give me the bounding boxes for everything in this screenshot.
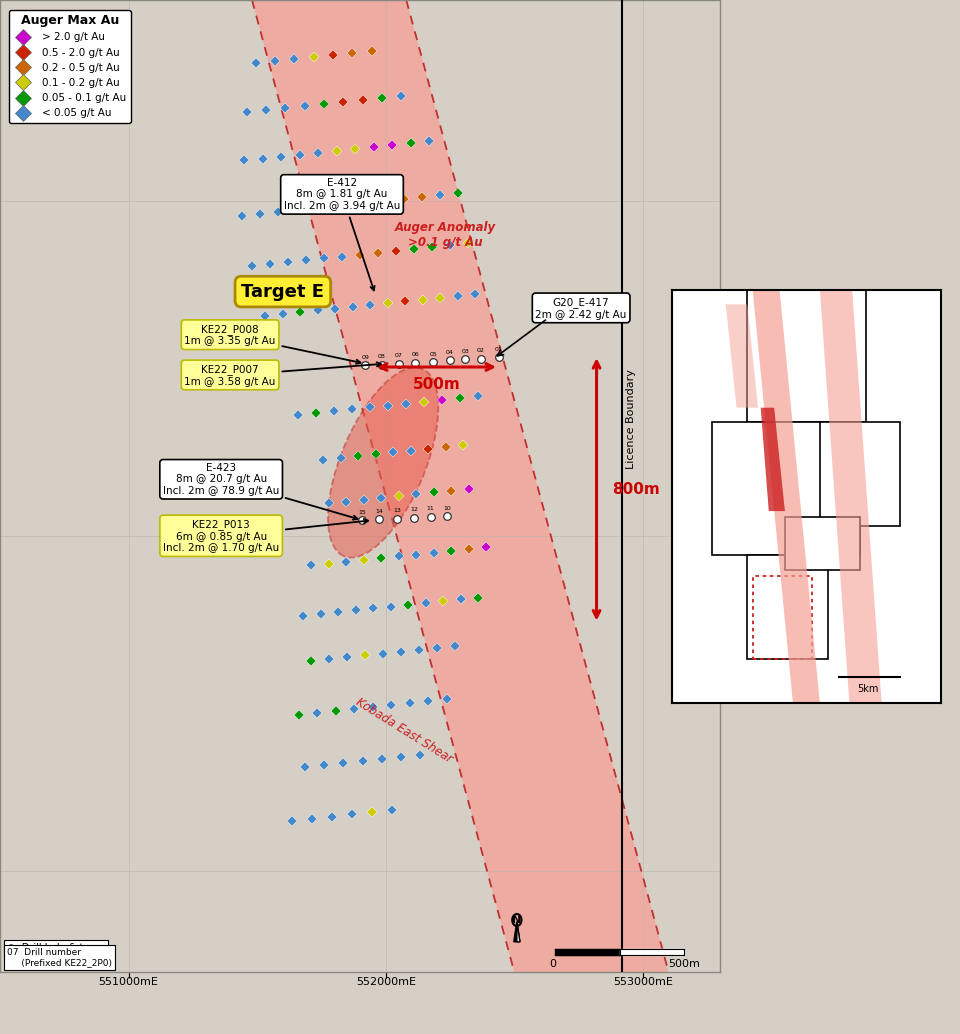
Text: 06: 06 <box>412 353 420 358</box>
Text: 13: 13 <box>394 509 401 514</box>
Text: E-412
8m @ 1.81 g/t Au
Incl. 2m @ 3.94 g/t Au: E-412 8m @ 1.81 g/t Au Incl. 2m @ 3.94 g… <box>284 178 400 291</box>
Text: 800m: 800m <box>612 482 660 496</box>
Text: ○  Drill hole & trace: ○ Drill hole & trace <box>8 943 105 952</box>
Text: 12: 12 <box>410 508 418 513</box>
Text: 10: 10 <box>444 506 451 511</box>
Text: 552000mE: 552000mE <box>356 977 416 987</box>
Text: 11: 11 <box>427 507 435 512</box>
Text: 0: 0 <box>549 959 557 969</box>
Polygon shape <box>726 304 758 407</box>
Polygon shape <box>820 290 881 703</box>
Text: 05: 05 <box>429 352 437 357</box>
Bar <box>747 555 828 659</box>
Polygon shape <box>514 921 520 942</box>
Text: Target E: Target E <box>241 282 324 301</box>
Text: 07  Drill number
     (Prefixed KE22_2P0): 07 Drill number (Prefixed KE22_2P0) <box>8 948 112 967</box>
Text: 5km: 5km <box>857 685 879 694</box>
Text: 553000mE: 553000mE <box>612 977 673 987</box>
Text: N: N <box>513 915 521 925</box>
Text: 500m: 500m <box>413 377 461 392</box>
Text: KE22_P007
1m @ 3.58 g/t Au: KE22_P007 1m @ 3.58 g/t Au <box>184 362 381 387</box>
Text: 08: 08 <box>378 355 386 359</box>
Text: 04: 04 <box>446 349 454 355</box>
Legend: > 2.0 g/t Au, 0.5 - 2.0 g/t Au, 0.2 - 0.5 g/t Au, 0.1 - 0.2 g/t Au, 0.05 - 0.1 g: > 2.0 g/t Au, 0.5 - 2.0 g/t Au, 0.2 - 0.… <box>9 10 131 123</box>
Bar <box>712 423 860 555</box>
Text: 02: 02 <box>477 348 485 354</box>
Text: Kobada East Shear: Kobada East Shear <box>353 696 454 765</box>
Text: 15: 15 <box>358 510 366 515</box>
Text: Licence Boundary: Licence Boundary <box>626 369 636 468</box>
Bar <box>820 423 900 526</box>
Text: KE22_P013
6m @ 0.85 g/t Au
Incl. 2m @ 1.70 g/t Au: KE22_P013 6m @ 0.85 g/t Au Incl. 2m @ 1.… <box>163 519 368 553</box>
Text: 09: 09 <box>361 355 369 360</box>
Bar <box>747 290 866 423</box>
Text: 03: 03 <box>462 348 469 354</box>
Bar <box>753 576 812 659</box>
Text: Auger Anomaly
>0.1 g/t Au: Auger Anomaly >0.1 g/t Au <box>395 220 495 248</box>
Text: 551000mE: 551000mE <box>99 977 158 987</box>
Polygon shape <box>753 290 820 703</box>
Polygon shape <box>252 0 668 972</box>
Bar <box>785 517 860 570</box>
Text: 07: 07 <box>395 354 402 359</box>
Text: G20_E-417
2m @ 2.42 g/t Au: G20_E-417 2m @ 2.42 g/t Au <box>536 297 627 320</box>
Text: 14: 14 <box>375 509 383 514</box>
Text: 01: 01 <box>495 346 503 352</box>
Text: E-423
8m @ 20.7 g/t Au
Incl. 2m @ 78.9 g/t Au: E-423 8m @ 20.7 g/t Au Incl. 2m @ 78.9 g… <box>163 462 357 520</box>
Text: 500m: 500m <box>668 959 700 969</box>
Polygon shape <box>760 407 785 511</box>
Text: KE22_P008
1m @ 3.35 g/t Au: KE22_P008 1m @ 3.35 g/t Au <box>184 324 360 364</box>
Ellipse shape <box>328 367 439 557</box>
Polygon shape <box>516 921 520 942</box>
